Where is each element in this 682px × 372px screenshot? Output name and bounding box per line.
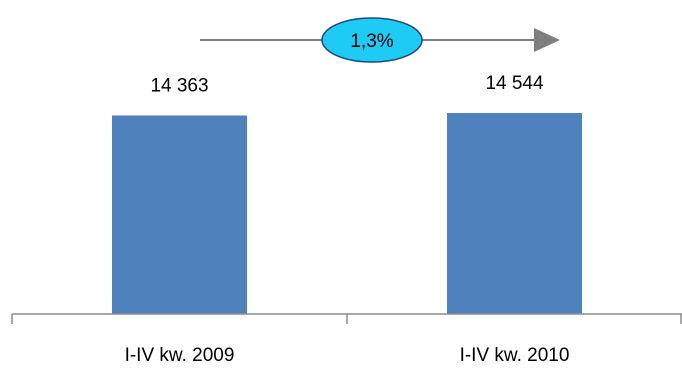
bar-2 — [447, 113, 582, 314]
data-label-1: 14 363 — [150, 76, 208, 97]
growth-badge — [321, 17, 423, 63]
category-label-2: I-IV kw. 2010 — [460, 345, 570, 366]
labels-layer: 14 363 I-IV kw. 2009 14 544 I-IV kw. 2010 — [125, 73, 570, 366]
bars-layer — [112, 113, 582, 314]
growth-annotation: 1,3% — [200, 17, 560, 63]
x-axis — [11, 313, 682, 324]
growth-badge-label: 1,3% — [350, 31, 393, 52]
category-label-1: I-IV kw. 2009 — [125, 345, 235, 366]
data-label-2: 14 544 — [485, 73, 544, 94]
growth-arrow-head — [534, 28, 560, 52]
bar-1 — [112, 115, 247, 314]
